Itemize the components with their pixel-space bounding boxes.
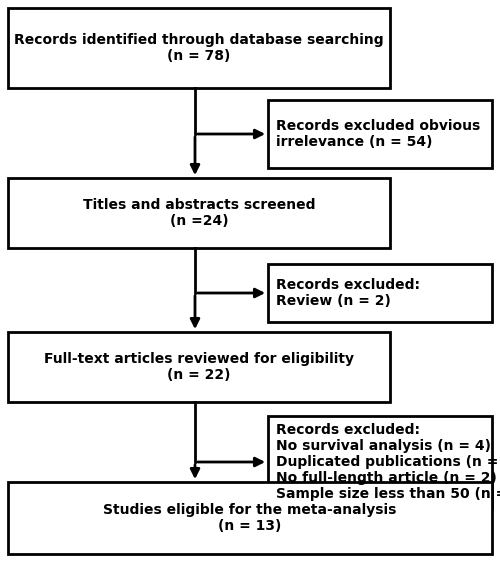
Bar — [8, 8, 390, 88]
Bar — [268, 100, 492, 168]
Bar — [268, 264, 492, 322]
Text: Records excluded obvious
irrelevance (n = 54): Records excluded obvious irrelevance (n … — [276, 119, 480, 149]
Bar — [8, 178, 390, 248]
Text: Records excluded:
Review (n = 2): Records excluded: Review (n = 2) — [276, 278, 420, 308]
Text: Records excluded:
No survival analysis (n = 4)
Duplicated publications (n = 1)
N: Records excluded: No survival analysis (… — [276, 423, 500, 501]
Bar — [268, 416, 492, 508]
Text: Full-text articles reviewed for eligibility
(n = 22): Full-text articles reviewed for eligibil… — [44, 352, 354, 382]
Bar — [8, 482, 492, 554]
Text: Records identified through database searching
(n = 78): Records identified through database sear… — [14, 33, 384, 63]
Bar — [8, 332, 390, 402]
Text: Titles and abstracts screened
(n =24): Titles and abstracts screened (n =24) — [83, 198, 316, 228]
Text: Studies eligible for the meta-analysis
(n = 13): Studies eligible for the meta-analysis (… — [104, 503, 397, 533]
